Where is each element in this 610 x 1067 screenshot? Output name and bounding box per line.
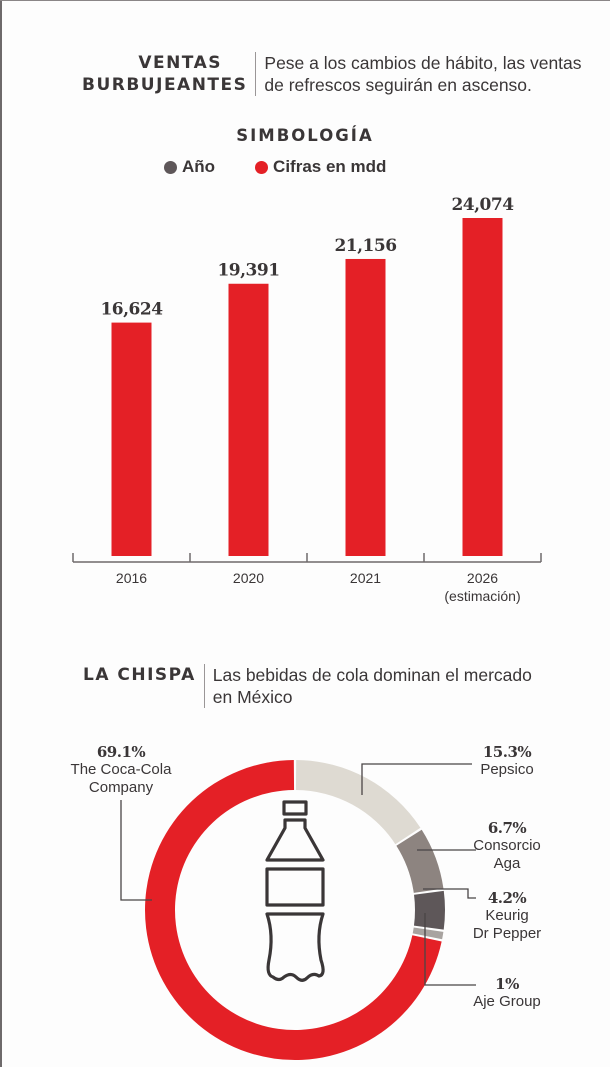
- slice-percent-label: 69.1%: [97, 743, 146, 761]
- bar: [111, 322, 152, 556]
- donut-slice: [396, 829, 444, 893]
- slice-name-label: Company: [89, 779, 154, 796]
- dek-line: de refrescos seguirán en ascenso.: [264, 75, 532, 95]
- section-kicker: LA CHISPA: [83, 665, 196, 685]
- leader-line: [120, 800, 152, 901]
- donut-slice: [295, 760, 421, 845]
- x-tick-label: 2020: [233, 570, 264, 586]
- bar: [345, 258, 386, 556]
- leader-line: [423, 888, 476, 899]
- bar: [228, 283, 269, 556]
- dek-line: Pese a los cambios de hábito, las ventas: [264, 53, 582, 73]
- leader-line: [361, 763, 472, 795]
- slice-percent-label: 1%: [495, 975, 519, 993]
- x-tick-label: 2021: [350, 570, 381, 586]
- donut-slice: [413, 890, 446, 930]
- slice-percent-label: 6.7%: [488, 819, 527, 837]
- slice-name-label: Keurig: [485, 907, 528, 924]
- frame-border-left: [0, 0, 2, 1067]
- x-tick-label: (estimación): [444, 588, 520, 604]
- dek-line: en México: [212, 687, 293, 707]
- bar-value-label: 24,074: [451, 195, 514, 215]
- bar: [462, 218, 503, 556]
- slice-percent-label: 15.3%: [483, 743, 532, 761]
- bar-chart: 16,624 2016 19,391 2020 21,156 2021 24,074 2026…: [72, 195, 542, 604]
- section-header-ventas: VENTAS BURBUJEANTES Pese a los cambios d…: [82, 52, 582, 96]
- leader-line: [424, 913, 476, 986]
- x-tick-label: 2016: [116, 570, 147, 586]
- kicker-line: BURBUJEANTES: [82, 75, 248, 95]
- section-dek: Las bebidas de cola dominan el mercado e…: [213, 664, 532, 708]
- bar-value-label: 19,391: [217, 261, 279, 281]
- slice-name-label: Pepsico: [480, 761, 533, 778]
- header-divider: [203, 664, 205, 708]
- frame-border-top: [0, 0, 610, 1]
- slice-name-label: Aga: [494, 855, 521, 872]
- donut-slice: [412, 927, 444, 940]
- legend-label: Cifras en mdd: [273, 157, 387, 176]
- legend-item-year: Año: [164, 157, 215, 177]
- slice-name-label: Dr Pepper: [473, 925, 541, 942]
- bottle-icon: [265, 800, 325, 982]
- section-header-la-chispa: LA CHISPA Las bebidas de cola dominan el…: [83, 664, 532, 708]
- slice-name-label: Aje Group: [473, 993, 541, 1010]
- slice-percent-label: 4.2%: [488, 889, 527, 907]
- header-divider: [255, 52, 257, 96]
- bar-value-label: 16,624: [100, 300, 163, 320]
- legend: Año Cifras en mdd: [164, 157, 426, 177]
- section-kicker: VENTAS BURBUJEANTES: [82, 52, 247, 96]
- legend-dot-red-icon: [255, 160, 269, 174]
- x-tick-label: 2026: [467, 570, 498, 586]
- bar-value-label: 21,156: [334, 236, 396, 256]
- dek-line: Las bebidas de cola dominan el mercado: [212, 665, 532, 685]
- legend-label: Año: [182, 157, 216, 176]
- section-dek: Pese a los cambios de hábito, las ventas…: [264, 52, 581, 96]
- legend-item-figures: Cifras en mdd: [255, 157, 386, 177]
- kicker-line: VENTAS: [138, 53, 222, 73]
- slice-name-label: Consorcio: [473, 837, 541, 854]
- slice-name-label: The Coca-Cola: [71, 761, 173, 778]
- legend-dot-gray-icon: [164, 160, 177, 174]
- legend-title: SIMBOLOGÍA: [236, 126, 374, 145]
